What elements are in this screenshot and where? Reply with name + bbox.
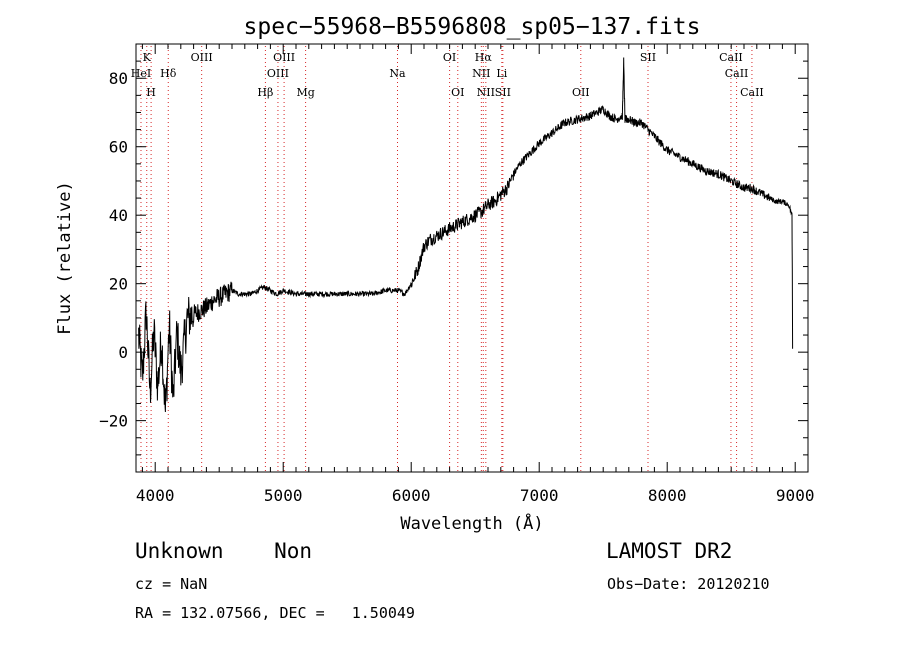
line-marker-label: CaII [740,86,764,99]
line-marker-label: Hδ [160,67,177,80]
line-marker-label: OI [451,86,464,99]
line-marker-label: OII [572,86,590,99]
line-marker-label: NII [477,86,495,99]
x-axis-ticks: 4000 5000 6000 7000 8000 9000 [136,44,815,505]
x-axis-label: Wavelength (Å) [400,512,543,534]
y-tick-label: 40 [109,206,128,225]
y-axis-ticks: −20 0 20 40 60 80 [99,43,808,456]
line-marker-label: Li [496,67,507,80]
observation-date: Obs−Date: 20120210 [607,575,770,593]
spectrum-line [138,57,794,413]
line-marker-label: OIII [273,51,295,64]
line-marker-label: Mg [296,86,314,99]
y-axis-label: Flux (relative) [55,181,75,335]
line-marker-label: OIII [267,67,289,80]
line-marker-label: Hβ [257,86,273,99]
line-marker-label: CaII [719,51,743,64]
object-class: Unknown Non [135,539,313,563]
line-marker-label: SII [495,86,511,99]
x-tick-label: 8000 [648,486,687,505]
y-tick-label: −20 [99,412,128,431]
x-tick-label: 4000 [136,486,175,505]
line-marker-label: CaII [725,67,749,80]
y-tick-label: 60 [109,138,128,157]
line-marker-label: OIII [191,51,213,64]
line-marker-label: H [146,86,156,99]
emission-line-labels: KHeIHHδOIIIHβOIIIOIIIMgNaOIOIHαNIINIILiS… [131,51,764,99]
redshift-cz: cz = NaN [135,575,208,593]
line-marker-label: Hα [475,51,493,64]
coordinates: RA = 132.07566, DEC = 1.50049 [135,604,415,622]
line-marker-label: K [143,51,152,64]
x-tick-label: 9000 [776,486,815,505]
plot-frame [135,43,809,473]
x-tick-label: 7000 [520,486,559,505]
y-tick-label: 80 [109,69,128,88]
line-marker-label: OI [443,51,456,64]
y-tick-label: 0 [118,343,128,362]
line-marker-label: Na [389,67,406,80]
chart-title: spec−55968−B5596808_sp05−137.fits [244,14,701,40]
line-marker-label: NII [472,67,490,80]
line-marker-label: SII [640,51,656,64]
survey-name: LAMOST DR2 [606,539,733,563]
x-tick-label: 5000 [264,486,303,505]
x-tick-label: 6000 [392,486,431,505]
y-tick-label: 20 [109,275,128,294]
emission-line-markers [140,46,753,471]
